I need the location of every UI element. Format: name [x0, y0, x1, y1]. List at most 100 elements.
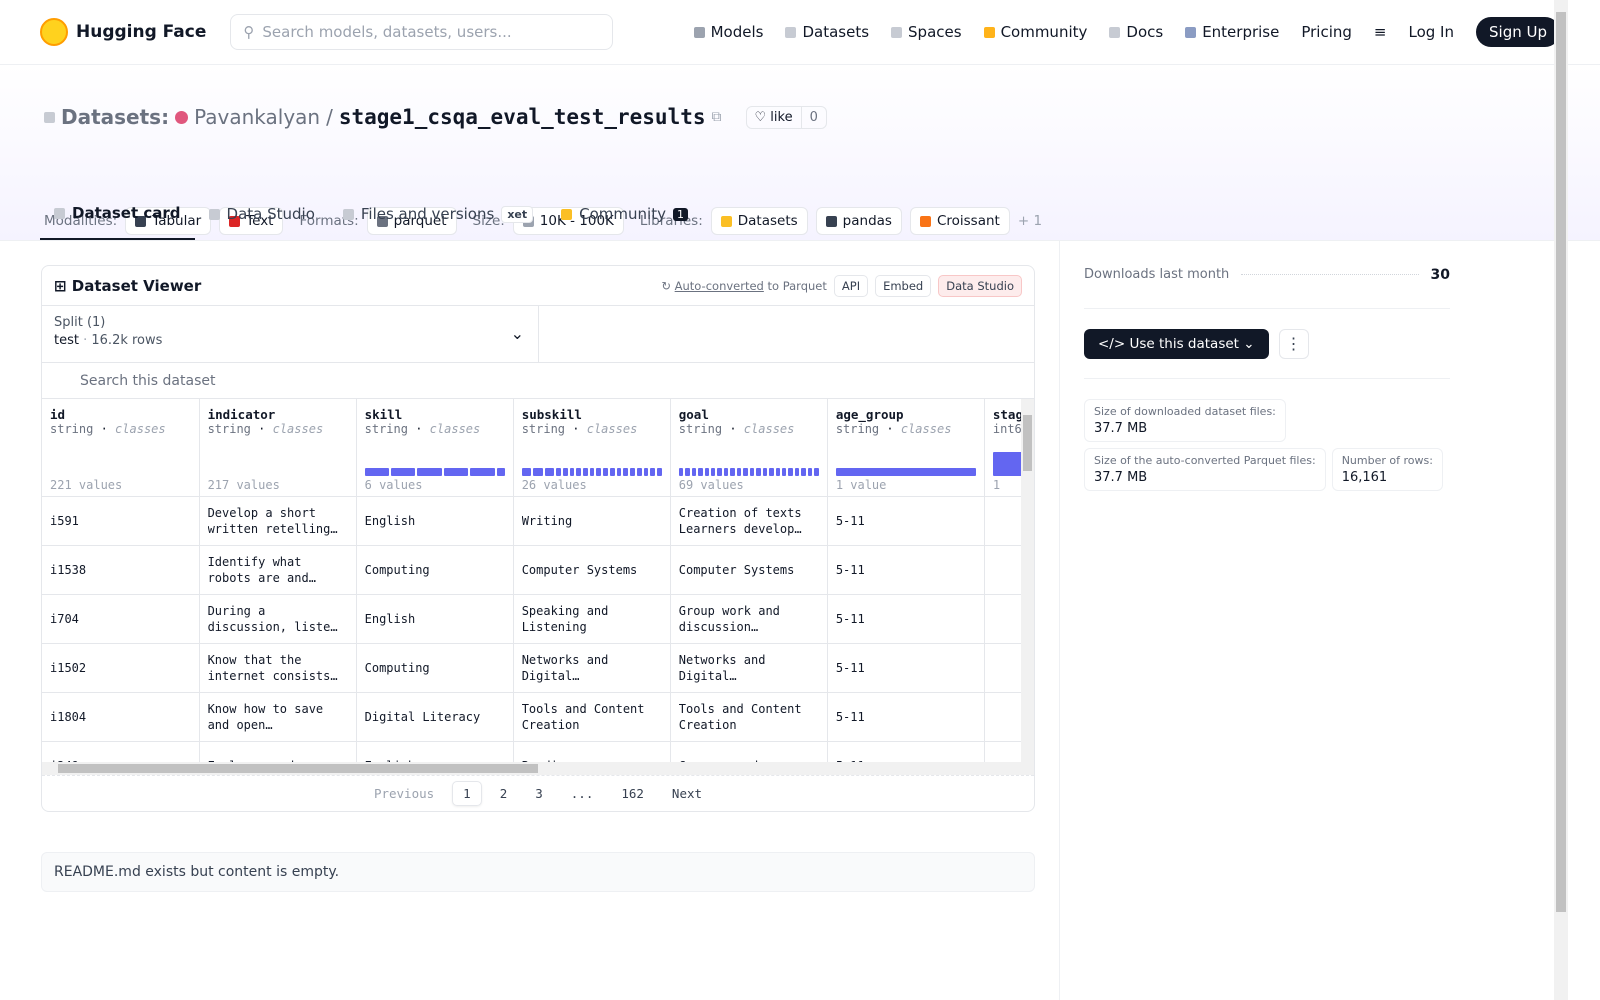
column-name[interactable]: id [50, 407, 66, 422]
page-link[interactable]: 3 [535, 786, 543, 801]
column-header[interactable]: indicator string · classes 217 values [199, 399, 357, 497]
nav-link[interactable]: Models [693, 23, 764, 41]
page-link[interactable]: 162 [621, 786, 644, 801]
column-name[interactable]: indicator [207, 407, 276, 422]
nav-link[interactable]: Spaces [891, 23, 962, 41]
table-cell[interactable]: Computer Systems [513, 545, 671, 595]
table-cell[interactable]: Know that the internet consists… [199, 643, 357, 693]
column-name[interactable]: skill [364, 407, 403, 422]
table-cell[interactable]: 5-11 [827, 545, 985, 595]
tag[interactable]: pandas [815, 207, 902, 235]
nav-link-label[interactable]: Enterprise [1202, 23, 1280, 41]
split-select[interactable]: Split (1) test · 16.2k rows ⌄ [42, 306, 539, 362]
table-cell[interactable]: i1502 [42, 643, 200, 693]
column-name[interactable]: age_group [835, 407, 904, 422]
viewer-button[interactable]: Embed [875, 274, 932, 297]
table-cell[interactable]: Creation of texts Learners develop… [670, 496, 828, 546]
like-label[interactable]: like [770, 109, 793, 125]
tab-label[interactable]: Community [579, 205, 666, 223]
table-cell[interactable]: English [356, 594, 514, 644]
table-cell[interactable]: 5-11 [827, 692, 985, 742]
site-search[interactable]: ⚲ Search models, datasets, users... [230, 14, 614, 50]
column-header[interactable]: subskill string · classes 26 values [513, 399, 671, 497]
tab[interactable]: Dataset card [40, 204, 195, 240]
table-cell[interactable]: Tools and Content Creation [513, 692, 671, 742]
page-scrollbar[interactable] [1554, 0, 1568, 1000]
nav-link[interactable]: Community [983, 23, 1088, 41]
table-cell[interactable]: Identify what robots are and… [199, 545, 357, 595]
previous[interactable]: Previous [373, 786, 435, 801]
column-name[interactable]: goal [678, 407, 709, 422]
menu-icon[interactable]: ≡ [1373, 23, 1387, 41]
nav-link-label[interactable]: Pricing [1301, 23, 1352, 41]
tab-label[interactable]: Data Studio [226, 205, 315, 223]
tag[interactable]: parquet [366, 207, 457, 235]
repo-kind[interactable]: Datasets: [61, 105, 170, 129]
tag[interactable]: Text [219, 207, 284, 235]
copy-icon[interactable]: ⧉ [711, 109, 722, 125]
tab[interactable]: Community 1 [547, 204, 702, 240]
table-cell[interactable]: i1804 [42, 692, 200, 742]
table-cell[interactable]: English [356, 496, 514, 546]
tag-label[interactable]: 10K - 100K [539, 213, 614, 229]
use-dataset-button[interactable]: </> Use this dataset ⌄ [1084, 328, 1269, 359]
vertical-scrollbar[interactable] [1021, 399, 1034, 775]
column-header[interactable]: skill string · classes 6 values [356, 399, 514, 497]
column-name[interactable]: subskill [521, 407, 582, 422]
tag-label[interactable]: Croissant [936, 213, 1000, 229]
horizontal-scrollbar[interactable] [42, 762, 1034, 775]
tag-label[interactable]: pandas [842, 213, 892, 229]
tag[interactable]: Datasets [710, 207, 808, 235]
table-cell[interactable]: i1538 [42, 545, 200, 595]
table-cell[interactable]: Speaking and Listening [513, 594, 671, 644]
table-cell[interactable]: Networks and Digital… [670, 643, 828, 693]
table-cell[interactable]: Computing [356, 545, 514, 595]
table-cell[interactable]: Know how to save and open… [199, 692, 357, 742]
like-button[interactable]: ♡ like 0 [745, 105, 827, 129]
tab[interactable]: Files and versions xet [329, 204, 547, 240]
use-dataset-label[interactable]: Use this dataset [1129, 335, 1239, 352]
column-header[interactable]: id string · classes 221 values [42, 399, 200, 497]
column-header[interactable]: goal string · classes 69 values [670, 399, 828, 497]
tab-label[interactable]: Dataset card [72, 204, 181, 222]
next[interactable]: Next [671, 786, 703, 801]
tag-label[interactable]: Datasets [737, 213, 798, 229]
tab[interactable]: Data Studio [195, 204, 329, 240]
table-cell[interactable]: 5-11 [827, 496, 985, 546]
column-header[interactable]: age_group string · classes 1 value [827, 399, 985, 497]
nav-link-label[interactable]: Community [1000, 23, 1088, 41]
dataset-search[interactable]: Search this dataset [42, 363, 1034, 399]
tab-label[interactable]: Files and versions [360, 205, 495, 223]
nav-link-label[interactable]: Datasets [802, 23, 870, 41]
auto-converted-link[interactable]: Auto-converted [674, 278, 764, 293]
owner[interactable]: Pavankalyan [194, 105, 321, 129]
nav-link[interactable]: Docs [1109, 23, 1163, 41]
page-link[interactable]: 2 [499, 786, 508, 801]
signup[interactable]: Sign Up [1476, 17, 1560, 47]
page-link[interactable]: 1 [452, 781, 482, 806]
tag[interactable]: Croissant [909, 207, 1010, 235]
nav-link[interactable]: Pricing [1301, 23, 1352, 41]
table-cell[interactable]: Computer Systems [670, 545, 828, 595]
nav-link[interactable]: Enterprise [1185, 23, 1279, 41]
table-cell[interactable]: During a discussion, liste… [199, 594, 357, 644]
table-cell[interactable]: Writing [513, 496, 671, 546]
table-cell[interactable]: Computing [356, 643, 514, 693]
table-cell[interactable]: Digital Literacy [356, 692, 514, 742]
tag-label[interactable]: Text [246, 213, 274, 229]
brand[interactable]: Hugging Face [40, 18, 206, 46]
more-button[interactable]: ⋮ [1278, 328, 1309, 359]
tag-label[interactable]: parquet [393, 213, 447, 229]
table-cell[interactable]: i591 [42, 496, 200, 546]
nav-link-label[interactable]: Spaces [908, 23, 962, 41]
table-cell[interactable]: 5-11 [827, 594, 985, 644]
more-tags[interactable]: + 1 [1017, 213, 1043, 229]
nav-link-label[interactable]: Models [710, 23, 764, 41]
tag-label[interactable]: Tabular [152, 213, 202, 229]
nav-link[interactable]: Datasets [785, 23, 869, 41]
repo-name[interactable]: stage1_csqa_eval_test_results [338, 105, 706, 129]
page-link[interactable]: ... [570, 786, 594, 801]
tag[interactable]: Tabular [125, 207, 212, 235]
table-cell[interactable]: Develop a short written retelling… [199, 496, 357, 546]
table-cell[interactable]: 5-11 [827, 643, 985, 693]
